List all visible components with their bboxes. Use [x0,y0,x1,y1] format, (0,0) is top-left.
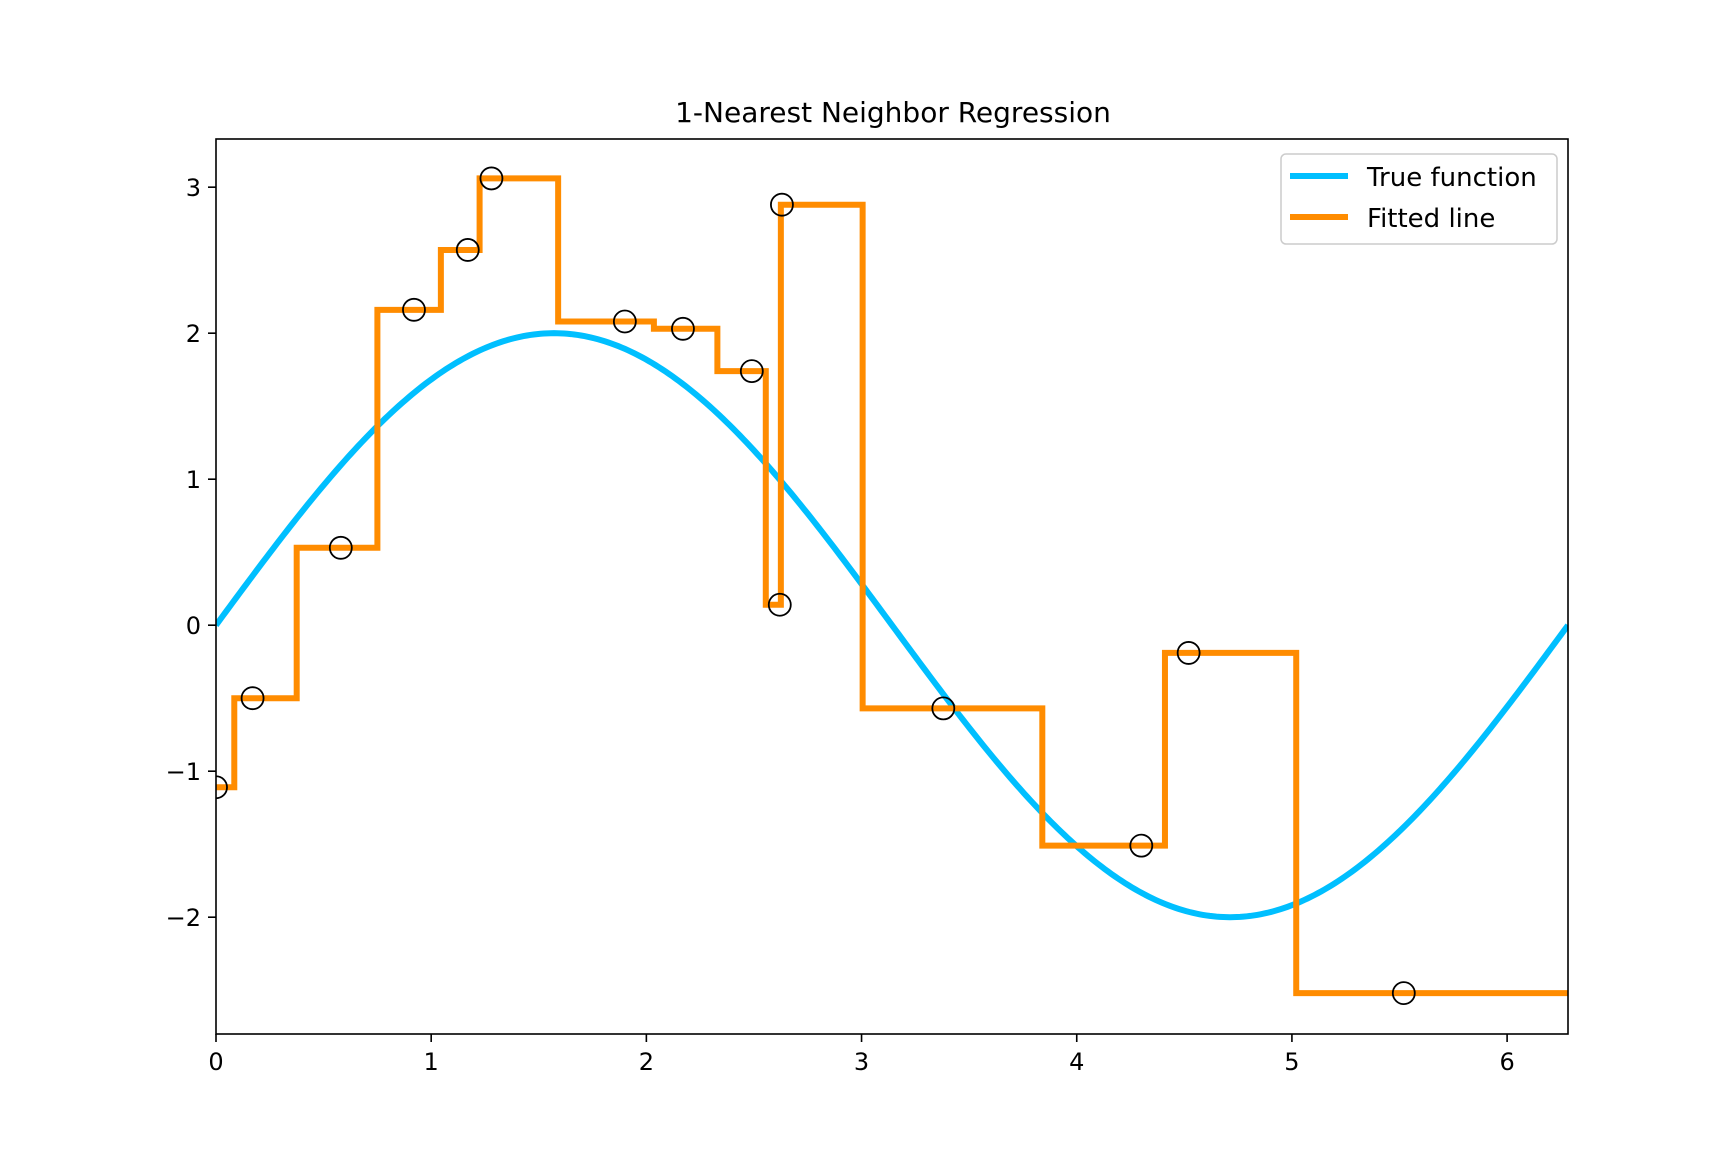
legend-label-fitted-line: Fitted line [1367,204,1495,234]
y-tick-label: 0 [186,612,201,640]
data-point [770,192,794,217]
data-point [1129,833,1154,858]
x-tick-label: 6 [1499,1048,1514,1076]
fitted-line [216,175,1568,997]
data-point [479,166,504,191]
data-point [739,359,764,384]
x-tick-label: 2 [639,1048,654,1076]
plot-area [216,166,1568,1006]
data-point [671,316,695,341]
x-tick-label: 5 [1284,1048,1299,1076]
data-point [1391,981,1416,1006]
data-point [1176,641,1201,665]
data-point [216,775,228,800]
x-tick-label: 4 [1069,1048,1084,1076]
x-tick-label: 0 [208,1048,223,1076]
data-points-layer [216,166,1416,1006]
data-point [612,309,637,334]
plot-frame [215,138,1569,1035]
x-tick-label: 3 [854,1048,869,1076]
legend: True function Fitted line [1280,153,1558,245]
y-tick-label: 3 [186,174,201,202]
data-point [455,238,480,262]
data-point [240,686,265,711]
true-function-line [216,330,1568,921]
data-point [767,592,792,617]
y-axis: 3 2 1 0 −1 −2 [166,174,216,932]
y-tick-label: 1 [186,466,201,494]
legend-box [1280,153,1558,245]
x-axis: 0 1 2 3 4 5 6 [208,1034,1515,1076]
data-point [328,535,353,560]
legend-label-true-function: True function [1366,163,1537,193]
data-point [402,297,426,322]
fitted-line-layer [216,175,1568,997]
chart-title: 1-Nearest Neighbor Regression [675,96,1111,129]
x-tick-label: 1 [424,1048,439,1076]
y-tick-label: −1 [166,758,201,786]
y-tick-label: 2 [186,320,201,348]
y-tick-label: −2 [166,904,201,932]
true-function-layer [216,330,1568,921]
data-point [931,696,956,721]
